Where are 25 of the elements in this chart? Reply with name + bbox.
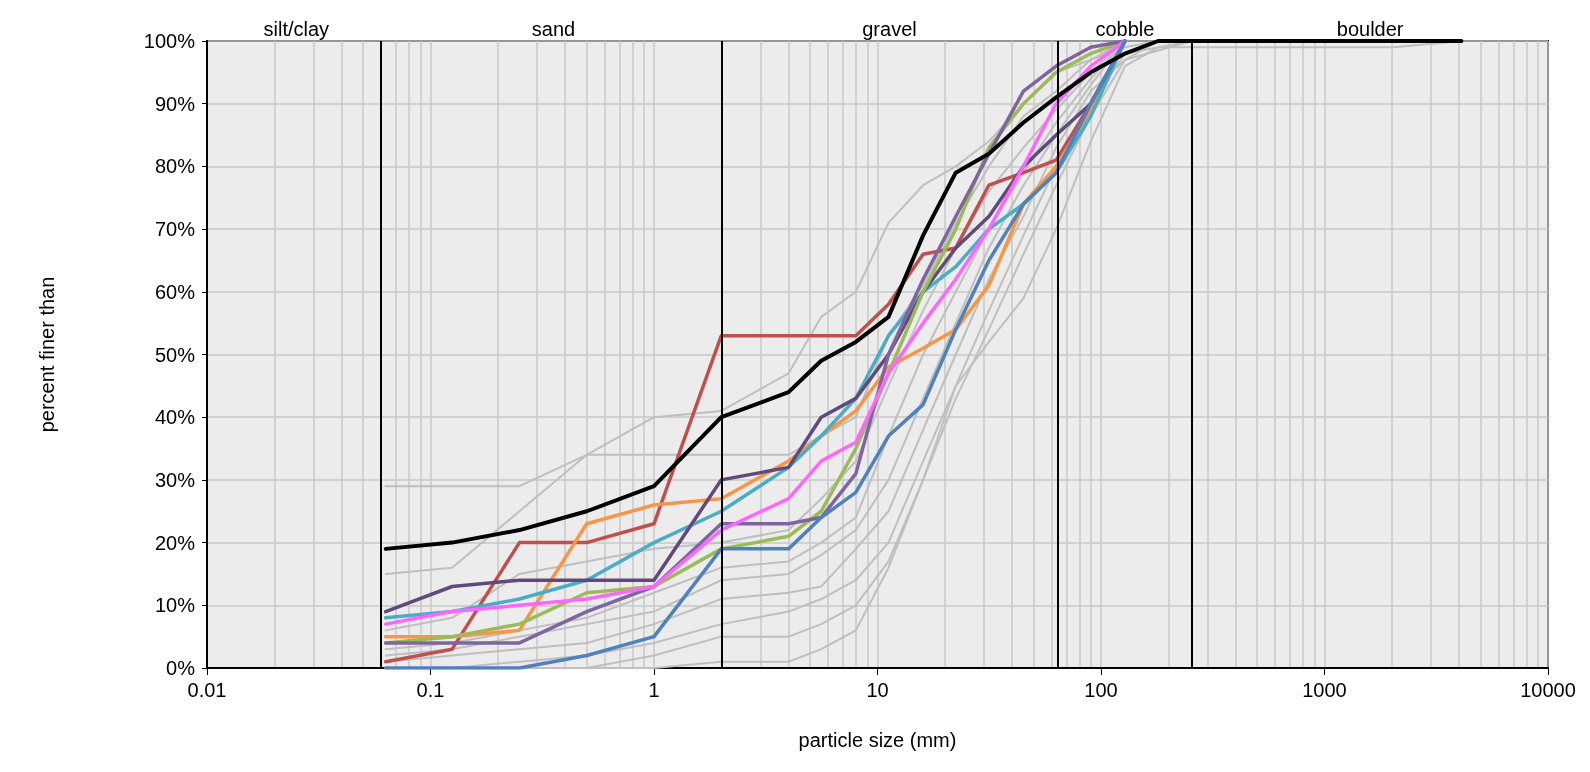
x-tick-label: 1000 [1302, 679, 1347, 701]
y-tick-label: 70% [154, 218, 196, 241]
x-tick-label: 1 [648, 679, 660, 701]
y-tick-label: 10% [154, 594, 196, 617]
x-tick-label: 0.1 [416, 679, 445, 701]
text: boulder [1336, 18, 1404, 40]
y-axis-title: percent finer than [36, 276, 58, 433]
y-tick-label: 50% [154, 343, 196, 366]
y-tick-label: 20% [154, 531, 196, 554]
y-tick-label: 90% [154, 92, 196, 115]
text: silt/clay [263, 18, 330, 40]
y-tick-label: 30% [154, 468, 196, 491]
text: cobble [1095, 18, 1155, 40]
y-tick-label: 0% [166, 657, 196, 679]
y-tick-label: 40% [154, 406, 196, 429]
x-tick-label: 10 [866, 679, 889, 701]
text: gravel [862, 18, 917, 40]
y-tick-label: 60% [154, 280, 196, 303]
x-tick-label: 0.01 [187, 679, 227, 701]
x-axis-title: particle size (mm) [798, 729, 957, 751]
text: sand [531, 18, 576, 40]
x-tick-label: 10000 [1520, 679, 1576, 701]
y-tick-label: 100% [143, 30, 196, 52]
y-tick-label: 80% [154, 155, 196, 178]
x-tick-label: 100 [1084, 679, 1118, 701]
